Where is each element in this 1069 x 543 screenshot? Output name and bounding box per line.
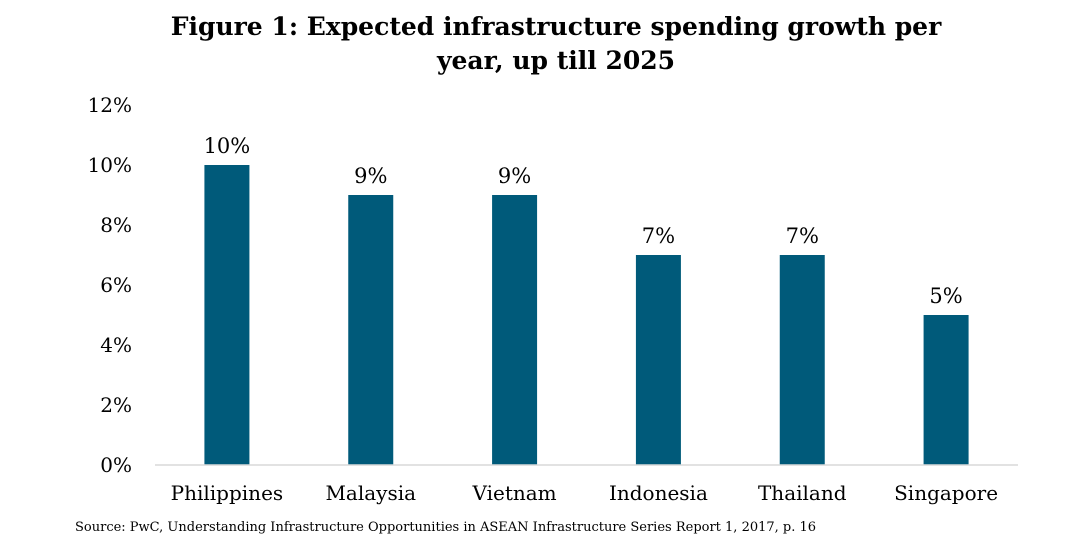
x-tick-label: Thailand bbox=[758, 481, 847, 505]
data-label: 9% bbox=[498, 164, 531, 188]
chart-title: Figure 1: Expected infrastructure spendi… bbox=[0, 10, 1069, 78]
x-axis-category-labels: Philippines Malaysia Vietnam Indonesia Thail… bbox=[171, 481, 998, 505]
data-label: 7% bbox=[642, 224, 675, 248]
y-axis-tick-labels: 0% 2% 4% 6% 8% 10% 12% bbox=[88, 93, 132, 477]
y-tick-label: 4% bbox=[100, 333, 132, 357]
x-tick-label: Singapore bbox=[894, 481, 998, 505]
bar bbox=[779, 255, 825, 465]
y-tick-label: 8% bbox=[100, 213, 132, 237]
y-tick-label: 12% bbox=[88, 93, 132, 117]
data-label: 10% bbox=[204, 134, 251, 158]
bar bbox=[348, 195, 394, 465]
bar bbox=[923, 315, 969, 465]
y-tick-label: 2% bbox=[100, 393, 132, 417]
bars bbox=[204, 165, 969, 465]
x-tick-label: Malaysia bbox=[325, 481, 416, 505]
data-label: 5% bbox=[929, 284, 962, 308]
chart-title-line-1: Figure 1: Expected infrastructure spendi… bbox=[170, 12, 942, 41]
bar bbox=[492, 195, 538, 465]
bar bbox=[635, 255, 681, 465]
bar bbox=[204, 165, 250, 465]
x-tick-label: Philippines bbox=[171, 481, 284, 505]
x-tick-label: Indonesia bbox=[609, 481, 708, 505]
source-note: Source: PwC, Understanding Infrastructur… bbox=[75, 520, 817, 535]
x-tick-label: Vietnam bbox=[472, 481, 557, 505]
y-tick-label: 0% bbox=[100, 453, 132, 477]
y-tick-label: 10% bbox=[88, 153, 132, 177]
data-label: 9% bbox=[354, 164, 387, 188]
y-tick-label: 6% bbox=[100, 273, 132, 297]
data-label: 7% bbox=[786, 224, 819, 248]
chart-title-line-2: year, up till 2025 bbox=[436, 46, 676, 75]
data-labels: 10% 9% 9% 7% 7% 5% bbox=[204, 134, 963, 308]
